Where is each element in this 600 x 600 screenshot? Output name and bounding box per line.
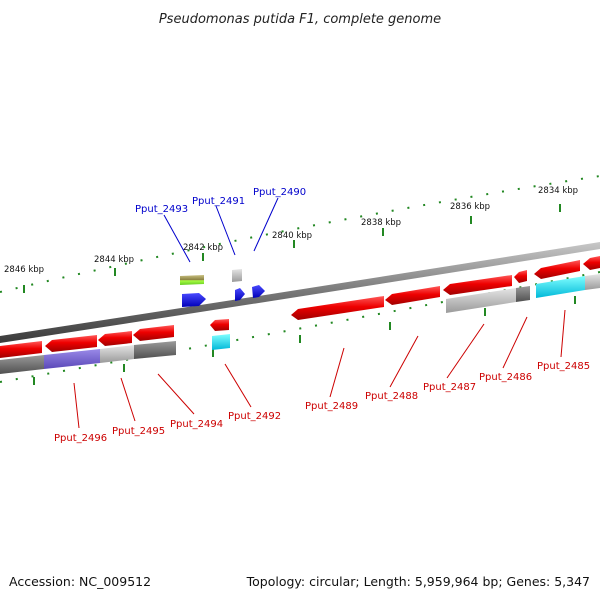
scale-label: 2846 kbp <box>4 265 44 275</box>
gene-pput-2487-arrow[interactable] <box>443 275 512 295</box>
gene-pput-2489-arrow[interactable] <box>291 296 384 320</box>
reverse-features-row1 <box>0 256 600 358</box>
gene-label[interactable]: Pput_2487 <box>423 382 476 393</box>
gene-pput-2494-arrow[interactable] <box>133 325 174 341</box>
inner-scale-ticks <box>0 271 600 383</box>
outer-major-ticks <box>23 204 561 293</box>
gene-label[interactable]: Pput_2486 <box>479 372 532 383</box>
gene-label[interactable]: Pput_2493 <box>135 204 188 215</box>
gene-label[interactable]: Pput_2492 <box>228 411 281 422</box>
accession-text: Accession: NC_009512 <box>9 574 151 589</box>
gene-pput-2490-arrow[interactable] <box>252 285 265 298</box>
genome-summary-text: Topology: circular; Length: 5,959,964 bp… <box>246 574 590 589</box>
gene-label[interactable]: Pput_2495 <box>112 426 165 437</box>
forward-features <box>180 269 265 307</box>
gene-pput-2492-arrow[interactable] <box>210 319 229 331</box>
scale-label: 2834 kbp <box>538 186 578 196</box>
gene-pput-2488-arrow[interactable] <box>385 286 440 305</box>
gene-pput-2491-arrow[interactable] <box>235 288 245 301</box>
gene-pput-2496-arrow[interactable] <box>45 335 97 352</box>
reverse-gene-labels: Pput_2496 Pput_2495 Pput_2494 Pput_2492 … <box>54 361 590 444</box>
inner-major-ticks <box>33 296 576 385</box>
reverse-leader-lines <box>73 309 566 429</box>
forward-leader-lines <box>163 197 279 263</box>
scale-label: 2840 kbp <box>272 231 312 241</box>
scale-label: 2844 kbp <box>94 255 134 265</box>
scale-labels: 2846 kbp 2844 kbp 2842 kbp 2840 kbp 2838… <box>4 186 578 275</box>
gene-label[interactable]: Pput_2496 <box>54 433 107 444</box>
gene-pput-2495-arrow[interactable] <box>98 331 132 346</box>
reverse-features-row2 <box>0 274 600 374</box>
scale-label: 2836 kbp <box>450 202 490 212</box>
scale-label: 2838 kbp <box>361 218 401 228</box>
gene-label[interactable]: Pput_2485 <box>537 361 590 372</box>
gene-label[interactable]: Pput_2494 <box>170 419 223 430</box>
gene-label[interactable]: Pput_2489 <box>305 401 358 412</box>
genome-backbone <box>0 242 600 343</box>
gene-pput-2493-arrow[interactable] <box>182 293 206 307</box>
forward-gene-labels: Pput_2493 Pput_2491 Pput_2490 <box>135 187 306 215</box>
gene-label[interactable]: Pput_2488 <box>365 391 418 402</box>
genome-title: Pseudomonas putida F1, complete genome <box>159 12 441 27</box>
scale-label: 2842 kbp <box>183 243 223 253</box>
gene-label[interactable]: Pput_2490 <box>253 187 306 198</box>
gene-pput-2486-arrow[interactable] <box>534 260 580 279</box>
gene-label[interactable]: Pput_2491 <box>192 196 245 207</box>
